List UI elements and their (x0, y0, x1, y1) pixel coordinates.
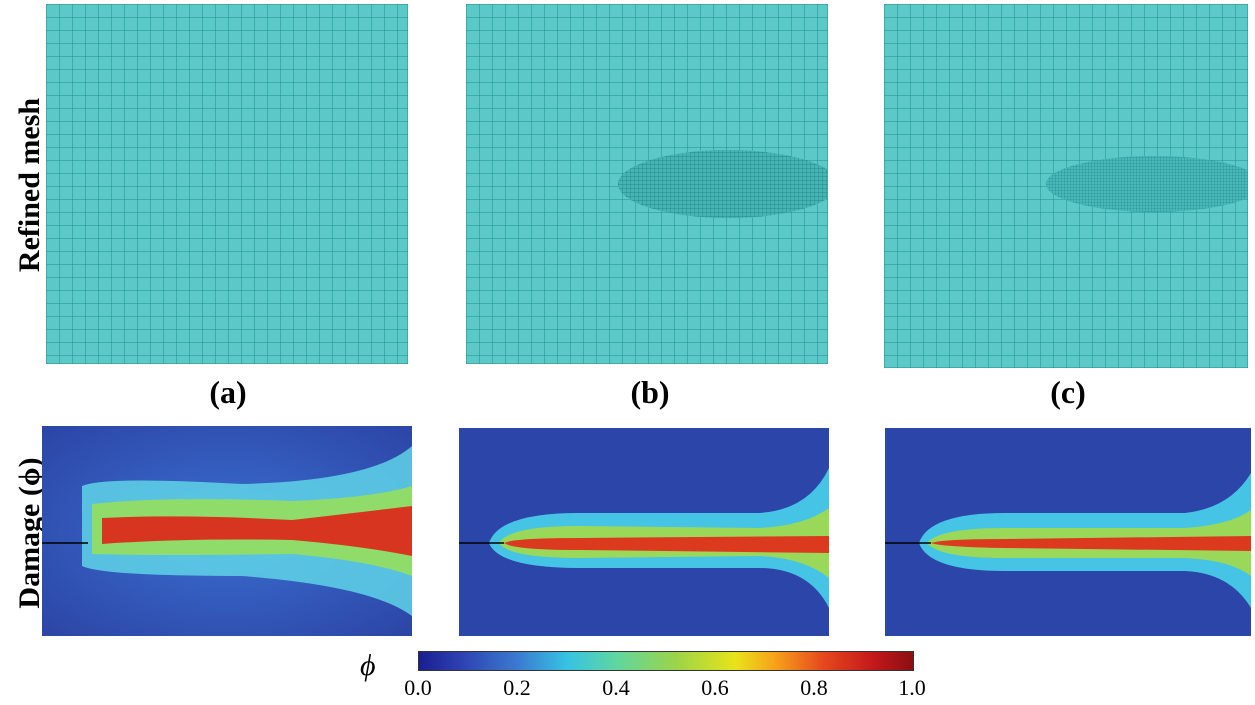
damage-image-c (885, 428, 1251, 636)
mesh-panel-c (884, 4, 1248, 368)
caption-c: (c) (1050, 374, 1086, 410)
colorbar-gradient (418, 651, 914, 671)
colorbar-tick: 0.0 (404, 675, 432, 700)
mesh-image-a (46, 4, 408, 364)
caption-b: (b) (630, 374, 670, 410)
colorbar-tick: 0.8 (800, 675, 828, 700)
mesh-image-c (884, 4, 1248, 368)
colorbar-tick: 0.2 (503, 675, 531, 700)
mesh-panel-b (466, 4, 828, 364)
mesh-image-b (466, 4, 828, 364)
damage-panel-c (885, 428, 1251, 636)
mesh-panel-a (46, 4, 408, 364)
colorbar-tick: 1.0 (898, 675, 926, 700)
colorbar-tick: 0.4 (602, 675, 630, 700)
row-label-refined-mesh: Refined mesh (13, 97, 46, 273)
caption-a: (a) (209, 374, 247, 410)
damage-image-b (459, 428, 829, 636)
damage-panel-a (42, 426, 412, 636)
colorbar-tick: 0.6 (701, 675, 729, 700)
colorbar: ϕ 0.0 0.2 0.4 0.6 0.8 1.0 (360, 645, 940, 705)
colorbar-symbol: ϕ (360, 649, 376, 682)
damage-image-a (42, 426, 412, 636)
damage-panel-b (459, 428, 829, 636)
